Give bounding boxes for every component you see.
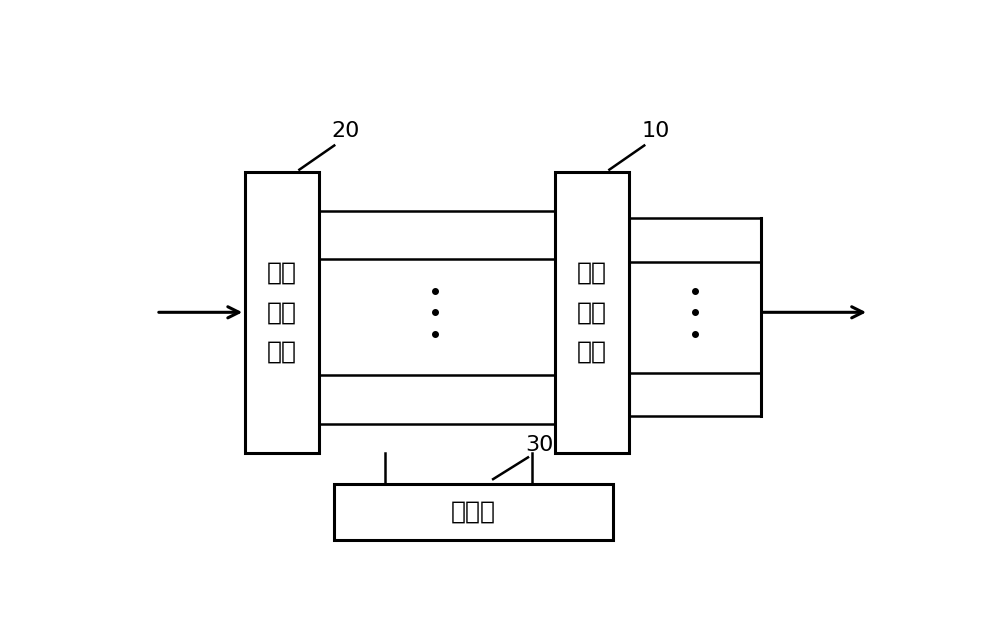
- Text: 控制器: 控制器: [451, 500, 496, 524]
- Bar: [334, 484, 613, 539]
- Text: 10: 10: [642, 121, 670, 141]
- Bar: [555, 172, 629, 453]
- Text: 冷媒
控制
单元: 冷媒 控制 单元: [267, 261, 297, 364]
- Bar: [245, 172, 319, 453]
- Text: 30: 30: [525, 435, 554, 455]
- Text: 风速
监测
单元: 风速 监测 单元: [577, 261, 607, 364]
- Text: 20: 20: [332, 121, 360, 141]
